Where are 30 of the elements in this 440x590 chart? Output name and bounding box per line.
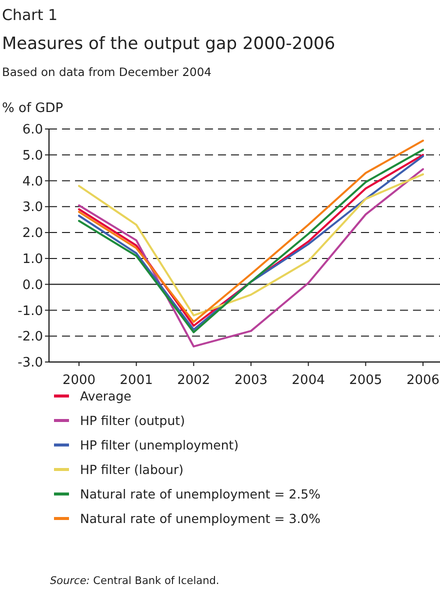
y-tick-label: 1.0 [22, 252, 43, 267]
text: Based on data from December 2004 [2, 65, 212, 79]
chart-subtitle: Measures of the output gap 2000-2006 [2, 34, 336, 54]
legend-label: HP filter (labour) [80, 462, 184, 477]
y-tick-label: 2.0 [22, 226, 43, 242]
chart-title: Chart 1 [2, 6, 58, 24]
x-tick-label: 2000 [62, 373, 96, 388]
y-tick-label: 0.0 [22, 278, 43, 293]
legend-label: Natural rate of unemployment = 2.5% [80, 486, 321, 502]
y-tick-label: 5.0 [22, 148, 43, 164]
y-tick-label: 3.0 [22, 200, 43, 216]
y-axis-title: % of GDP [2, 101, 64, 116]
x-tick-label: 2004 [292, 373, 325, 388]
legend-label: HP filter (output) [80, 412, 185, 428]
x-tick-label: 2005 [349, 373, 382, 388]
legend-label: Natural rate of unemployment = 3.0% [80, 510, 321, 526]
line-series [78, 168, 424, 348]
y-tick-label: -1.0 [18, 304, 43, 319]
line-series [78, 173, 424, 316]
y-tick-label: 6.0 [22, 122, 43, 138]
x-tick-label: 2006 [406, 373, 440, 388]
source-note: Source: Central Bank of Iceland. [50, 575, 220, 587]
y-tick-label: -3.0 [18, 356, 43, 371]
y-tick-label: 4.0 [22, 174, 43, 190]
legend-label: Average [80, 388, 132, 404]
x-tick-label: 2001 [120, 373, 153, 388]
y-tick-label: -2.0 [18, 330, 43, 345]
legend-label: HP filter (unemployment) [80, 437, 239, 452]
x-tick-label: 2003 [234, 373, 268, 388]
x-tick-label: 2002 [177, 373, 210, 388]
